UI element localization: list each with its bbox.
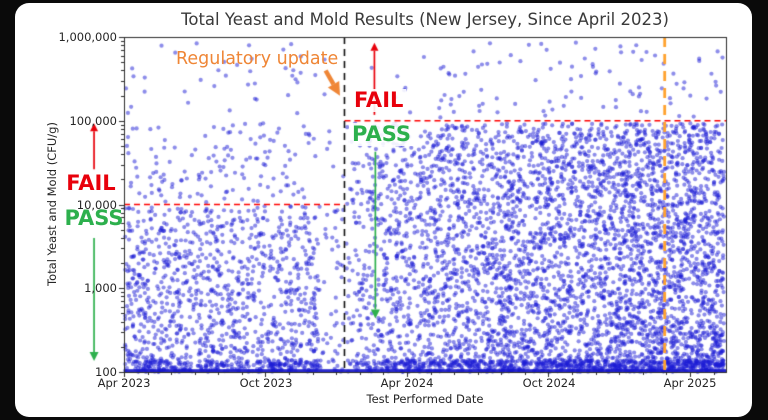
- y-tick-100: 100: [95, 365, 117, 379]
- x-tick-oct-2024: Oct 2024: [522, 376, 576, 390]
- pass-annotation-right: PASS: [349, 123, 415, 146]
- x-tick-apr-2023: Apr 2023: [97, 376, 151, 390]
- x-tick-apr-2025: Apr 2025: [663, 376, 717, 390]
- y-tick-10000: 10,000: [76, 198, 117, 212]
- regulatory-update-annotation: Regulatory update: [176, 49, 339, 69]
- x-tick-oct-2023: Oct 2023: [239, 376, 293, 390]
- y-tick-100000: 100,000: [69, 114, 117, 128]
- pass-annotation-left: PASS: [64, 206, 124, 230]
- fail-annotation-left: FAIL: [66, 171, 116, 195]
- x-tick-apr-2024: Apr 2024: [380, 376, 434, 390]
- chart-title: Total Yeast and Mold Results (New Jersey…: [181, 10, 669, 29]
- x-axis-label: Test Performed Date: [366, 392, 484, 406]
- y-tick-1000000: 1,000,000: [58, 30, 117, 44]
- fail-annotation-right: FAIL: [351, 89, 407, 112]
- y-tick-1000: 1,000: [84, 281, 117, 295]
